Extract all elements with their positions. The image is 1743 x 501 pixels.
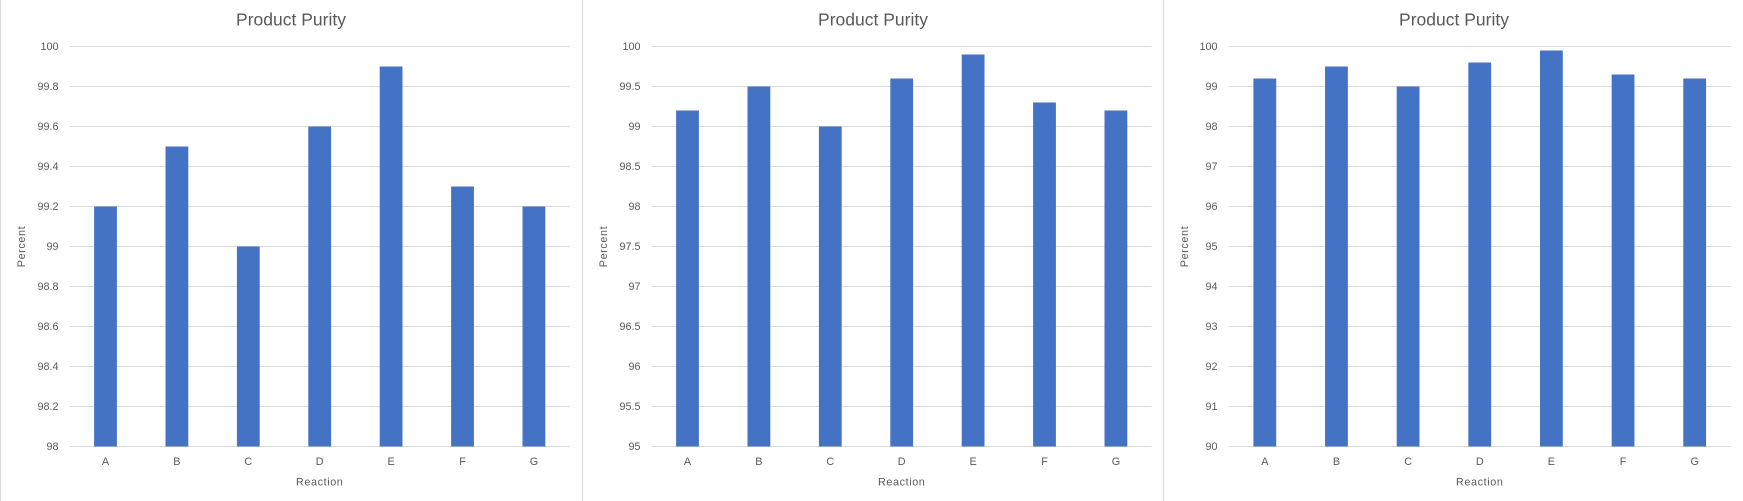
svg-text:99.2: 99.2 [37, 201, 58, 213]
svg-text:C: C [826, 456, 834, 468]
svg-text:F: F [459, 456, 466, 468]
svg-text:D: D [898, 456, 906, 468]
svg-text:Product Purity: Product Purity [236, 9, 346, 29]
svg-text:99.8: 99.8 [37, 81, 58, 93]
svg-text:98: 98 [46, 441, 58, 453]
svg-text:98: 98 [628, 201, 640, 213]
svg-text:98.4: 98.4 [37, 361, 58, 373]
svg-text:Product Purity: Product Purity [1399, 9, 1509, 29]
svg-text:Reaction: Reaction [1456, 477, 1503, 489]
svg-text:Reaction: Reaction [296, 477, 343, 489]
svg-text:99: 99 [1205, 81, 1217, 93]
svg-text:98.8: 98.8 [37, 281, 58, 293]
svg-text:95: 95 [1205, 241, 1217, 253]
svg-text:G: G [530, 456, 538, 468]
svg-text:Percent: Percent [16, 226, 28, 267]
svg-text:99: 99 [46, 241, 58, 253]
svg-text:97.5: 97.5 [619, 241, 640, 253]
svg-text:Percent: Percent [1179, 226, 1191, 267]
svg-text:96: 96 [1205, 201, 1217, 213]
svg-text:98: 98 [1205, 121, 1217, 133]
svg-text:G: G [1112, 456, 1120, 468]
svg-text:100: 100 [40, 41, 58, 53]
svg-text:94: 94 [1205, 281, 1217, 293]
svg-text:A: A [102, 456, 110, 468]
svg-text:100: 100 [622, 41, 640, 53]
svg-text:Reaction: Reaction [878, 477, 925, 489]
svg-text:E: E [1548, 456, 1555, 468]
svg-text:A: A [1261, 456, 1269, 468]
svg-text:100: 100 [1199, 41, 1217, 53]
svg-text:E: E [387, 456, 394, 468]
svg-text:93: 93 [1205, 321, 1217, 333]
svg-text:A: A [684, 456, 692, 468]
svg-text:B: B [755, 456, 762, 468]
svg-text:F: F [1041, 456, 1048, 468]
svg-text:97: 97 [1205, 161, 1217, 173]
svg-text:F: F [1620, 456, 1627, 468]
svg-text:95.5: 95.5 [619, 401, 640, 413]
svg-text:95: 95 [628, 441, 640, 453]
svg-text:91: 91 [1205, 401, 1217, 413]
svg-text:98.2: 98.2 [37, 401, 58, 413]
svg-text:99.4: 99.4 [37, 161, 58, 173]
svg-text:B: B [1333, 456, 1340, 468]
svg-text:90: 90 [1205, 441, 1217, 453]
svg-text:C: C [244, 456, 252, 468]
svg-text:96.5: 96.5 [619, 321, 640, 333]
svg-text:98.6: 98.6 [37, 321, 58, 333]
svg-text:99.5: 99.5 [619, 81, 640, 93]
svg-text:G: G [1690, 456, 1698, 468]
svg-text:99.6: 99.6 [37, 121, 58, 133]
svg-text:96: 96 [628, 361, 640, 373]
svg-text:Product Purity: Product Purity [818, 9, 928, 29]
svg-text:D: D [1476, 456, 1484, 468]
svg-text:92: 92 [1205, 361, 1217, 373]
svg-text:C: C [1404, 456, 1412, 468]
svg-text:D: D [316, 456, 324, 468]
svg-text:B: B [173, 456, 180, 468]
svg-text:98.5: 98.5 [619, 161, 640, 173]
svg-text:97: 97 [628, 281, 640, 293]
svg-text:99: 99 [628, 121, 640, 133]
svg-text:E: E [969, 456, 976, 468]
svg-text:Percent: Percent [598, 226, 610, 267]
